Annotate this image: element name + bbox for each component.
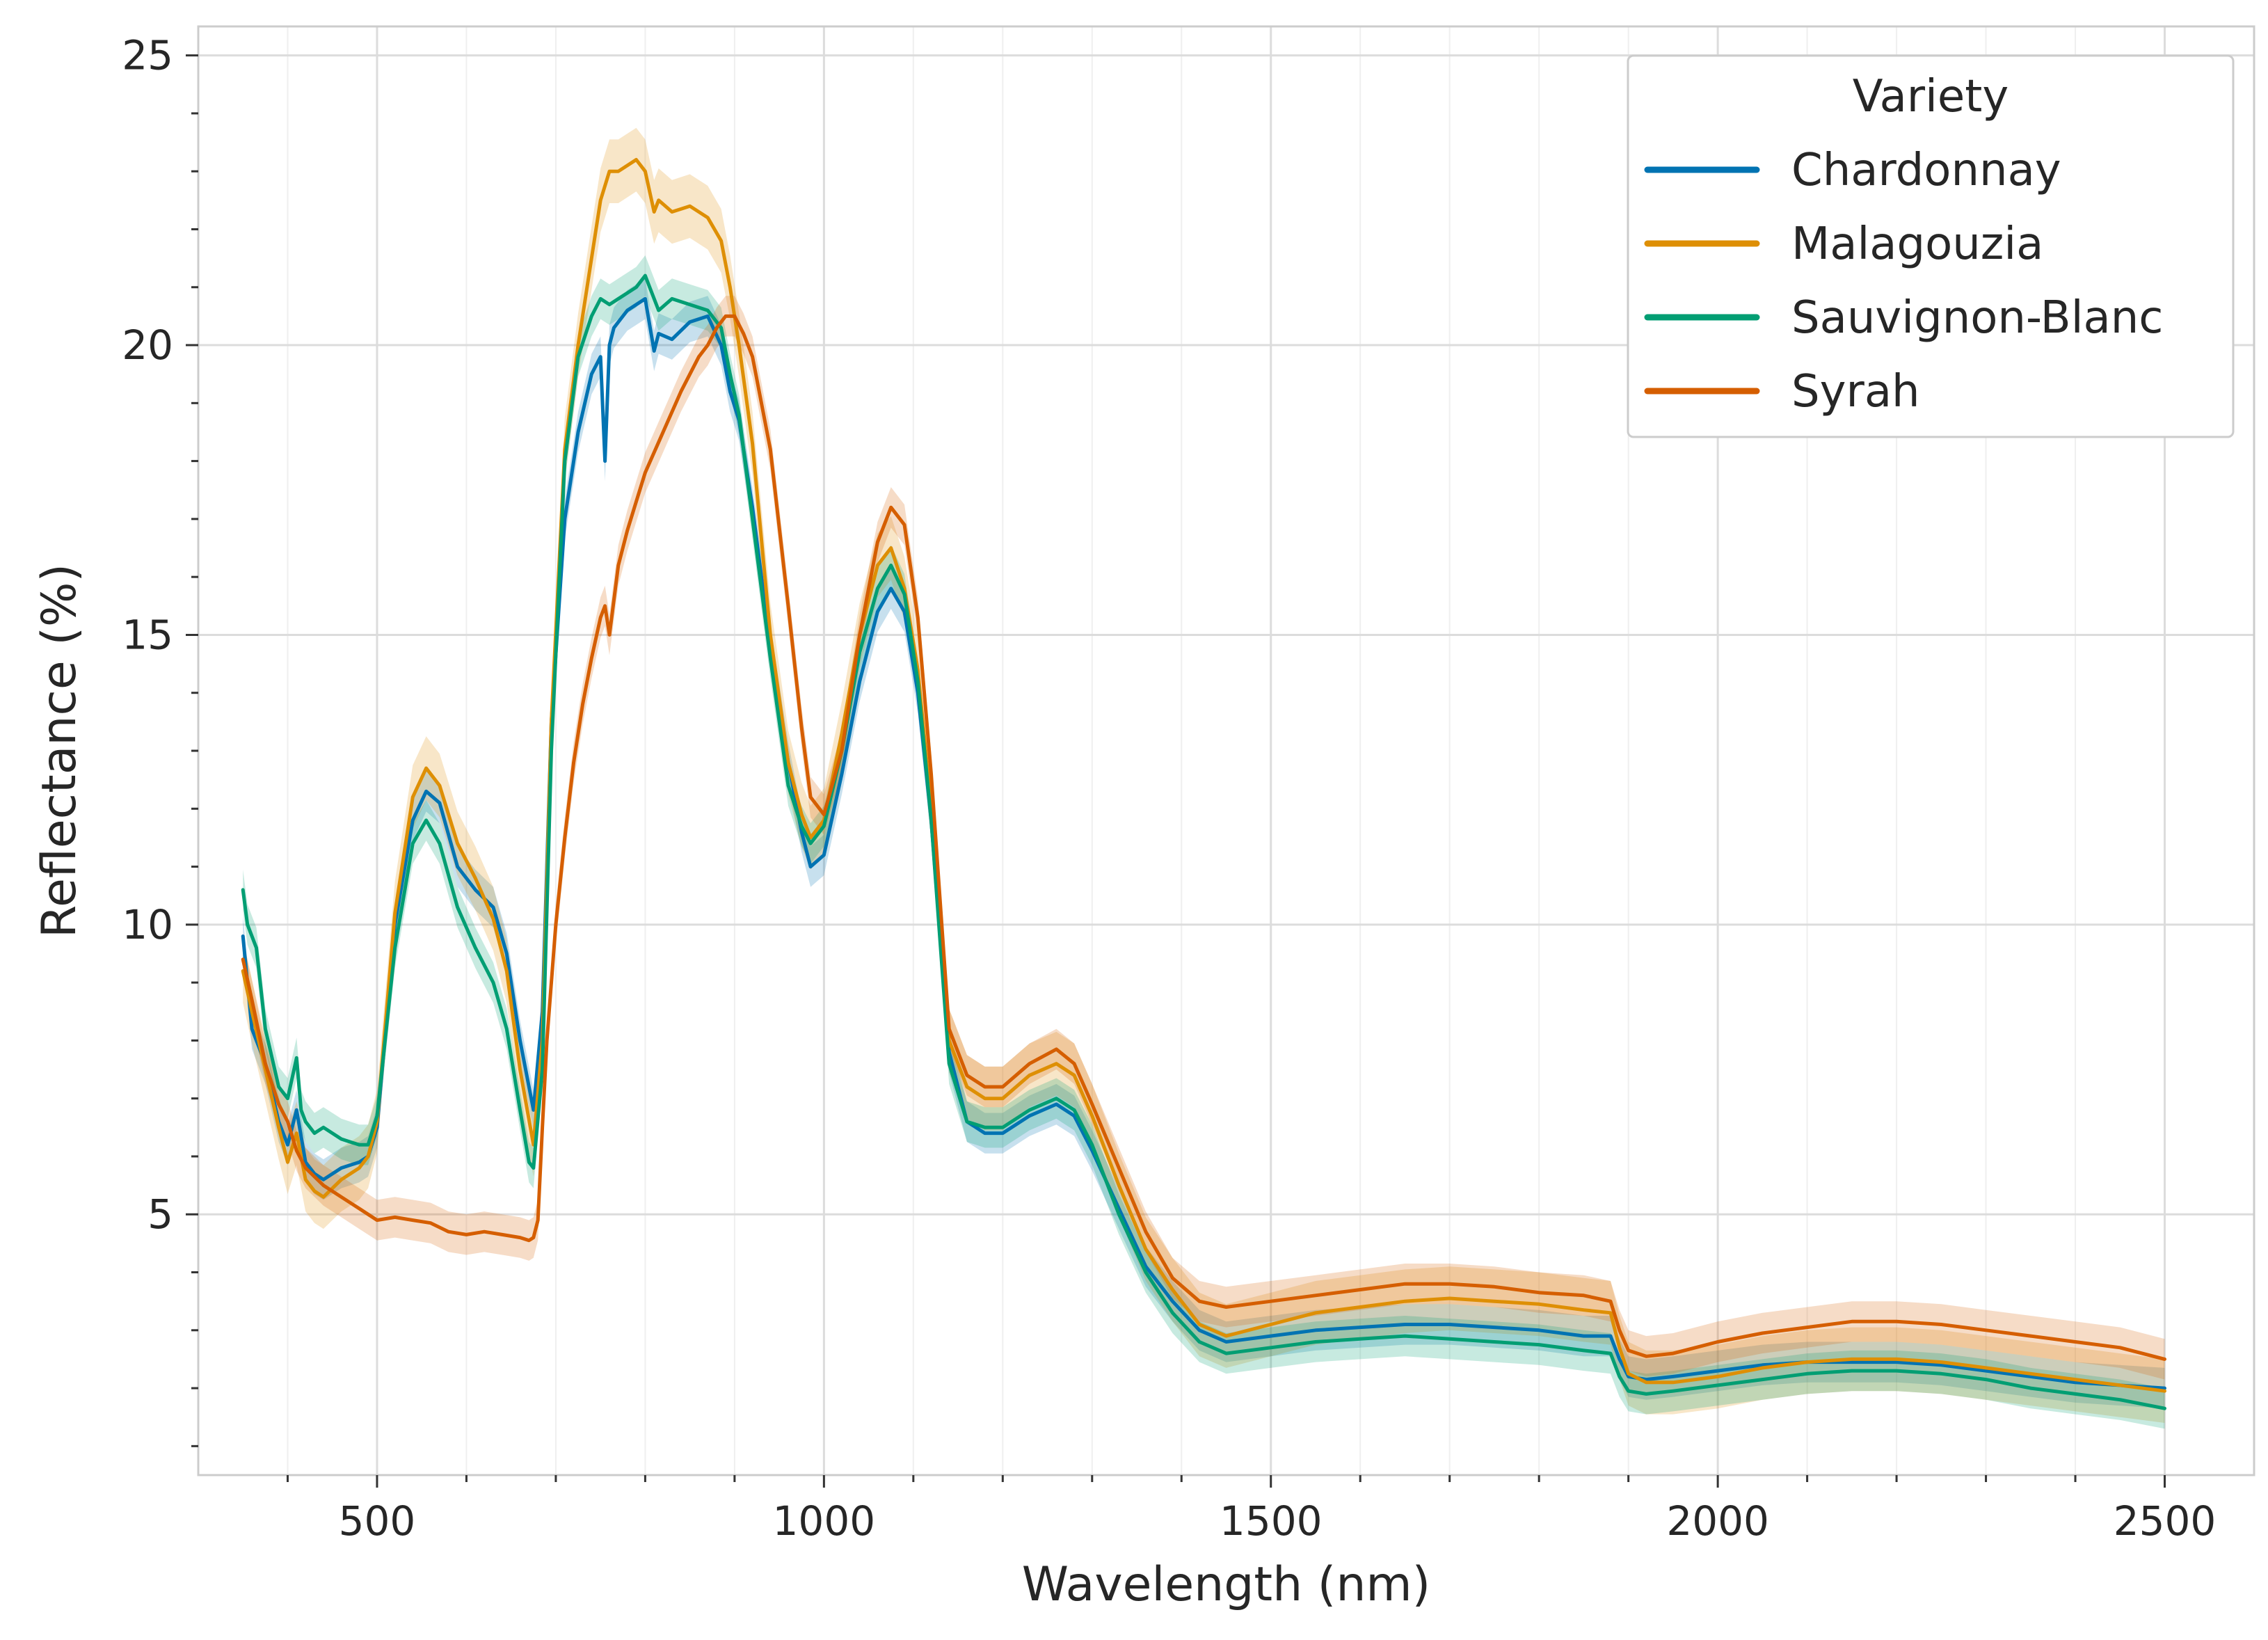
- y-tick-label: 25: [122, 32, 173, 79]
- legend-label-syrah: Syrah: [1791, 366, 1920, 417]
- malagouzia-line: [241, 158, 2166, 1393]
- legend-label-sauvignon-blanc: Sauvignon-Blanc: [1791, 292, 2163, 344]
- x-tick-label: 2500: [2114, 1497, 2217, 1545]
- y-axis-title: Reflectance (%): [32, 564, 87, 938]
- y-tick-label: 15: [122, 611, 173, 658]
- sauvignon-blanc-line: [241, 273, 2166, 1410]
- y-tick-label: 10: [122, 901, 173, 948]
- x-tick-label: 2000: [1666, 1497, 1769, 1545]
- x-tick-label: 500: [339, 1497, 416, 1545]
- legend-box: [1627, 54, 2235, 438]
- legend-label-malagouzia: Malagouzia: [1791, 218, 2043, 270]
- syrah-line: [241, 314, 2166, 1361]
- legend-items: Chardonnay Malagouzia Sauvignon-Blanc Syrah: [1644, 145, 2163, 417]
- y-tick-label: 5: [147, 1191, 173, 1238]
- series-lines: [241, 158, 2166, 1410]
- y-tick-label: 20: [122, 321, 173, 369]
- legend-title: Variety: [1853, 71, 2009, 122]
- legend-label-chardonnay: Chardonnay: [1791, 145, 2061, 196]
- x-tick-label: 1500: [1220, 1497, 1323, 1545]
- legend: Variety Chardonnay Malagouzia Sauvignon-Bl…: [1627, 54, 2235, 438]
- chardonnay-line: [241, 296, 2166, 1390]
- x-tick-label: 1000: [773, 1497, 876, 1545]
- axis-ticks: 500 1000 1500 2000 2500 5 10 15 20 25: [122, 32, 2216, 1545]
- x-axis-title: Wavelength (nm): [1022, 1557, 1430, 1612]
